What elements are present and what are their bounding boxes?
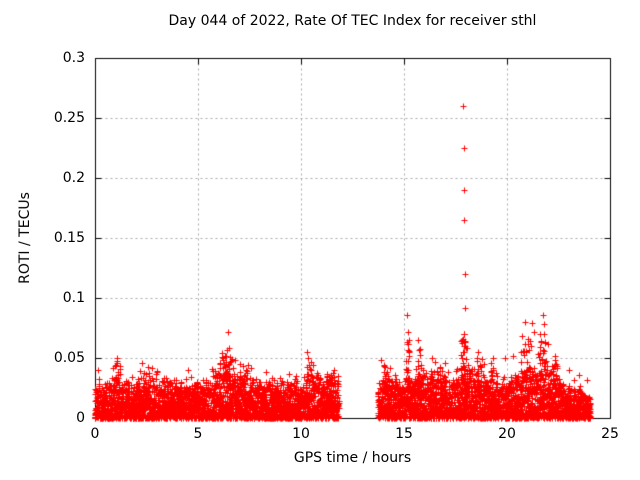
chart-title: Day 044 of 2022, Rate Of TEC Index for r…	[168, 13, 537, 29]
x-tick-label: 20	[498, 426, 516, 442]
y-tick-label: 0.2	[62, 170, 85, 186]
y-tick-label: 0.25	[53, 110, 85, 126]
x-tick-label: 5	[193, 426, 203, 442]
x-tick-label: 15	[395, 426, 413, 442]
x-tick-label: 10	[292, 426, 310, 442]
y-tick-label: 0.15	[53, 230, 85, 246]
x-tick-label: 0	[90, 426, 100, 442]
y-tick-label: 0.3	[62, 50, 85, 66]
y-tick-label: 0.1	[62, 290, 85, 306]
y-tick-label: 0	[76, 410, 85, 426]
x-axis-label: GPS time / hours	[293, 450, 412, 466]
x-tick-label: 25	[601, 426, 619, 442]
y-tick-label: 0.05	[53, 350, 85, 366]
